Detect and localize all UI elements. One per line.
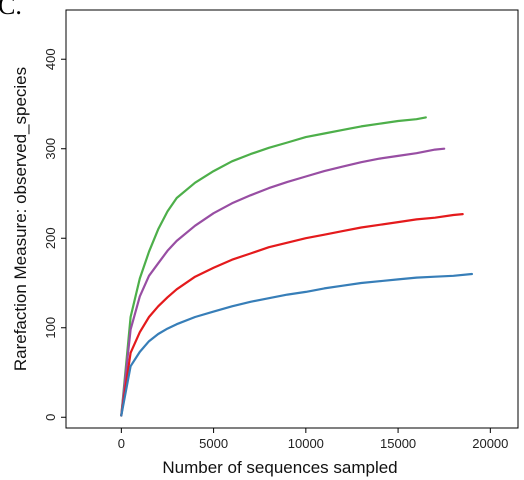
y-tick-label: 200	[43, 227, 58, 249]
x-tick-label: 0	[118, 436, 125, 451]
plot-frame	[65, 9, 519, 429]
y-tick-label: 0	[43, 414, 58, 421]
series-line-4	[120, 272, 473, 417]
y-axis-title: Rarefaction Measure: observed_species	[11, 67, 30, 371]
y-axis-ticks: 0 100 200 300 400	[43, 48, 66, 421]
series-line-3	[120, 213, 464, 417]
series-line-1	[120, 116, 427, 417]
x-tick-label: 5000	[199, 436, 228, 451]
x-tick-label: 15000	[380, 436, 416, 451]
x-axis-ticks: 0 5000 10000 15000 20000	[118, 428, 508, 451]
series-layer	[120, 116, 473, 417]
y-tick-label: 300	[43, 138, 58, 160]
x-tick-label: 20000	[472, 436, 508, 451]
y-tick-label: 400	[43, 48, 58, 70]
y-tick-label: 100	[43, 317, 58, 339]
series-line-2	[120, 147, 446, 417]
x-tick-label: 10000	[288, 436, 324, 451]
x-axis-title: Number of sequences sampled	[162, 458, 397, 477]
corner-text: C.	[0, 0, 22, 20]
